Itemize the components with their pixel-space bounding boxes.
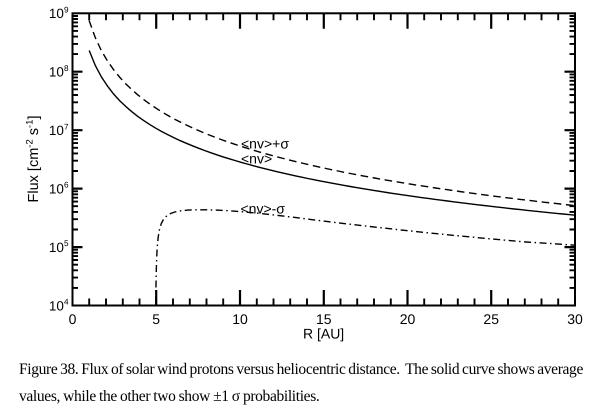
- svg-text:106: 106: [49, 181, 69, 197]
- svg-text:15: 15: [316, 311, 332, 327]
- svg-text:20: 20: [400, 311, 416, 327]
- svg-text:25: 25: [483, 311, 499, 327]
- svg-text:<nv>+σ: <nv>+σ: [241, 136, 289, 152]
- svg-text:R [AU]: R [AU]: [303, 325, 344, 341]
- svg-text:30: 30: [567, 311, 583, 327]
- svg-text:<nv>: <nv>: [241, 151, 272, 167]
- svg-text:105: 105: [49, 239, 69, 255]
- svg-text:109: 109: [49, 5, 69, 21]
- svg-text:10: 10: [232, 311, 248, 327]
- svg-text:<nv>-σ: <nv>-σ: [241, 201, 286, 217]
- svg-text:107: 107: [49, 122, 69, 138]
- svg-text:104: 104: [49, 298, 69, 314]
- svg-text:5: 5: [152, 311, 160, 327]
- svg-text:Flux [cm-2 s-1]: Flux [cm-2 s-1]: [25, 116, 42, 203]
- svg-text:108: 108: [49, 64, 69, 80]
- svg-text:0: 0: [69, 311, 77, 327]
